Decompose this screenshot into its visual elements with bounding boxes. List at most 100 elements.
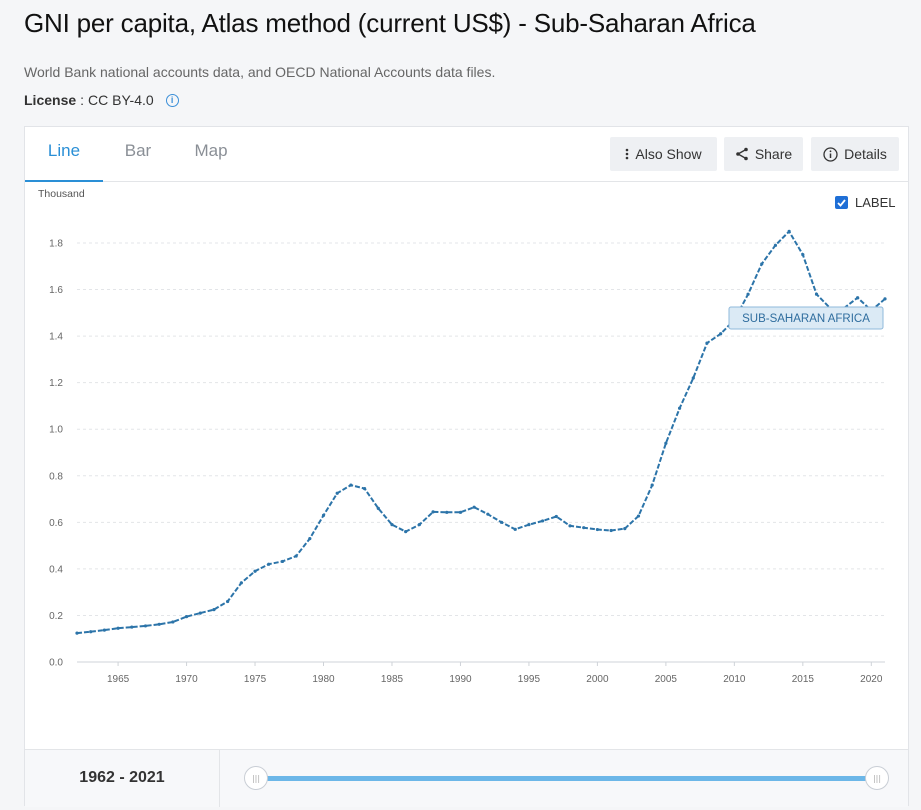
data-point[interactable] bbox=[130, 625, 134, 629]
y-tick-label: 0.6 bbox=[49, 518, 63, 529]
license-separator: : bbox=[80, 92, 85, 108]
data-point[interactable] bbox=[472, 505, 476, 509]
data-point[interactable] bbox=[719, 332, 723, 336]
data-point[interactable] bbox=[650, 483, 654, 487]
data-point[interactable] bbox=[527, 523, 531, 527]
info-icon[interactable]: i bbox=[165, 93, 179, 107]
grid bbox=[77, 242, 885, 663]
x-tick-label: 1970 bbox=[175, 674, 198, 685]
data-point[interactable] bbox=[513, 527, 517, 531]
data-point[interactable] bbox=[746, 292, 750, 296]
data-point[interactable] bbox=[212, 608, 216, 612]
label-toggle[interactable]: LABEL bbox=[835, 195, 895, 210]
x-tick-label: 1985 bbox=[381, 674, 404, 685]
data-point[interactable] bbox=[143, 624, 148, 628]
data-point[interactable] bbox=[582, 526, 586, 530]
data-point[interactable] bbox=[636, 514, 641, 518]
details-button[interactable]: Details bbox=[811, 137, 899, 171]
data-point[interactable] bbox=[445, 510, 449, 514]
data-point[interactable] bbox=[705, 341, 709, 345]
x-tick-label: 2015 bbox=[792, 674, 815, 685]
data-point[interactable] bbox=[102, 628, 106, 632]
kebab-menu-icon bbox=[625, 148, 629, 160]
data-point[interactable] bbox=[664, 441, 668, 445]
tab-map[interactable]: Map bbox=[194, 141, 228, 160]
data-point[interactable] bbox=[814, 292, 819, 296]
range-slider-track[interactable] bbox=[257, 776, 877, 781]
data-point[interactable] bbox=[171, 620, 175, 624]
license-label: License bbox=[24, 92, 77, 108]
data-point[interactable] bbox=[308, 537, 312, 541]
data-point[interactable] bbox=[184, 615, 189, 619]
data-point[interactable] bbox=[157, 622, 161, 626]
data-point[interactable] bbox=[760, 262, 764, 266]
data-point[interactable] bbox=[431, 510, 435, 514]
source-note: World Bank national accounts data, and O… bbox=[24, 64, 496, 80]
data-point[interactable] bbox=[883, 297, 887, 301]
x-tick-label: 2005 bbox=[655, 674, 678, 685]
x-tick-label: 1965 bbox=[107, 674, 130, 685]
page-title: GNI per capita, Atlas method (current US… bbox=[24, 8, 756, 38]
share-button[interactable]: Share bbox=[724, 137, 803, 171]
data-point[interactable] bbox=[349, 483, 353, 487]
y-tick-label: 1.6 bbox=[49, 285, 63, 296]
data-point[interactable] bbox=[116, 626, 120, 630]
line-chart: Thousand 0.00.20.40.60.81.01.21.41.61.8 … bbox=[38, 188, 887, 685]
data-point[interactable] bbox=[335, 491, 339, 495]
x-tick-label: 2020 bbox=[860, 674, 883, 685]
data-point[interactable] bbox=[609, 528, 613, 533]
data-point[interactable] bbox=[691, 376, 695, 380]
license-value: CC BY-4.0 bbox=[88, 92, 154, 108]
data-point[interactable] bbox=[198, 611, 202, 615]
x-tick-label: 1995 bbox=[518, 674, 541, 685]
tab-line[interactable]: Line bbox=[25, 127, 103, 182]
info-icon bbox=[823, 146, 838, 162]
data-point[interactable] bbox=[595, 527, 600, 532]
checkbox-checked-icon[interactable] bbox=[835, 196, 848, 209]
data-point[interactable] bbox=[801, 253, 805, 257]
also-show-button[interactable]: Also Show bbox=[610, 137, 717, 171]
data-point[interactable] bbox=[362, 486, 367, 491]
label-toggle-text: LABEL bbox=[855, 195, 896, 210]
data-point[interactable] bbox=[294, 554, 298, 558]
series-line bbox=[76, 230, 886, 635]
tab-bar-chart[interactable]: Bar bbox=[124, 141, 152, 160]
y-tick-label: 0.8 bbox=[49, 471, 63, 482]
y-tick-label: 1.8 bbox=[49, 239, 63, 250]
range-start-handle[interactable]: ||| bbox=[244, 766, 268, 790]
data-point[interactable] bbox=[376, 506, 380, 510]
data-point[interactable] bbox=[787, 229, 791, 233]
data-point[interactable] bbox=[773, 243, 778, 247]
y-tick-label: 1.2 bbox=[49, 378, 63, 389]
data-point[interactable] bbox=[541, 519, 545, 523]
data-point[interactable] bbox=[267, 562, 271, 566]
x-tick-label: 1975 bbox=[244, 674, 267, 685]
data-point[interactable] bbox=[253, 569, 257, 573]
data-point[interactable] bbox=[856, 296, 860, 300]
data-point[interactable] bbox=[623, 527, 627, 531]
data-point[interactable] bbox=[75, 631, 79, 635]
data-point[interactable] bbox=[486, 512, 490, 516]
series-layer bbox=[75, 229, 887, 635]
series-label-box bbox=[728, 306, 884, 330]
data-point[interactable] bbox=[458, 510, 463, 514]
data-point[interactable] bbox=[280, 559, 285, 564]
data-point[interactable] bbox=[239, 581, 243, 585]
data-point[interactable] bbox=[677, 406, 682, 410]
data-point[interactable] bbox=[321, 513, 326, 517]
y-tick-label: 0.0 bbox=[49, 658, 63, 669]
data-point[interactable] bbox=[417, 523, 421, 527]
data-point[interactable] bbox=[568, 524, 572, 528]
data-point[interactable] bbox=[404, 530, 408, 534]
data-point[interactable] bbox=[554, 514, 558, 519]
data-point[interactable] bbox=[226, 599, 230, 604]
x-tick-label: 2010 bbox=[723, 674, 746, 685]
data-point[interactable] bbox=[499, 520, 504, 524]
range-end-handle[interactable]: ||| bbox=[865, 766, 889, 790]
share-label: Share bbox=[754, 146, 793, 162]
tab-bar: Line Bar Map Also Show Share Details bbox=[25, 127, 908, 182]
data-point[interactable] bbox=[390, 523, 394, 527]
data-point[interactable] bbox=[89, 630, 93, 634]
x-axis-ticks: 1965 1970 1975 1980 1985 1990 1995 2000 2005 2010… bbox=[107, 662, 883, 685]
